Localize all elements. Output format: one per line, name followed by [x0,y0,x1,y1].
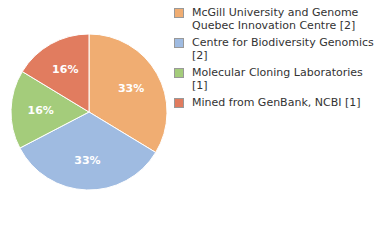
svg-text:16%: 16% [27,104,53,117]
svg-text:33%: 33% [74,154,100,167]
html-text:Molecular Cloning Laboratories: Molecular Cloning Laboratories [1] [192,66,363,92]
html-text:McGill University and Genome Q: McGill University and Genome Quebec Inno… [192,6,359,32]
svg-text:33%: 33% [118,82,144,95]
html-text:Mined from GenBank, NCBI [1]: Mined from GenBank, NCBI [1] [192,96,361,109]
html-text:Centre for Biodiversity Genomi: Centre for Biodiversity Genomics [2] [192,36,374,62]
svg-text:16%: 16% [52,63,78,76]
